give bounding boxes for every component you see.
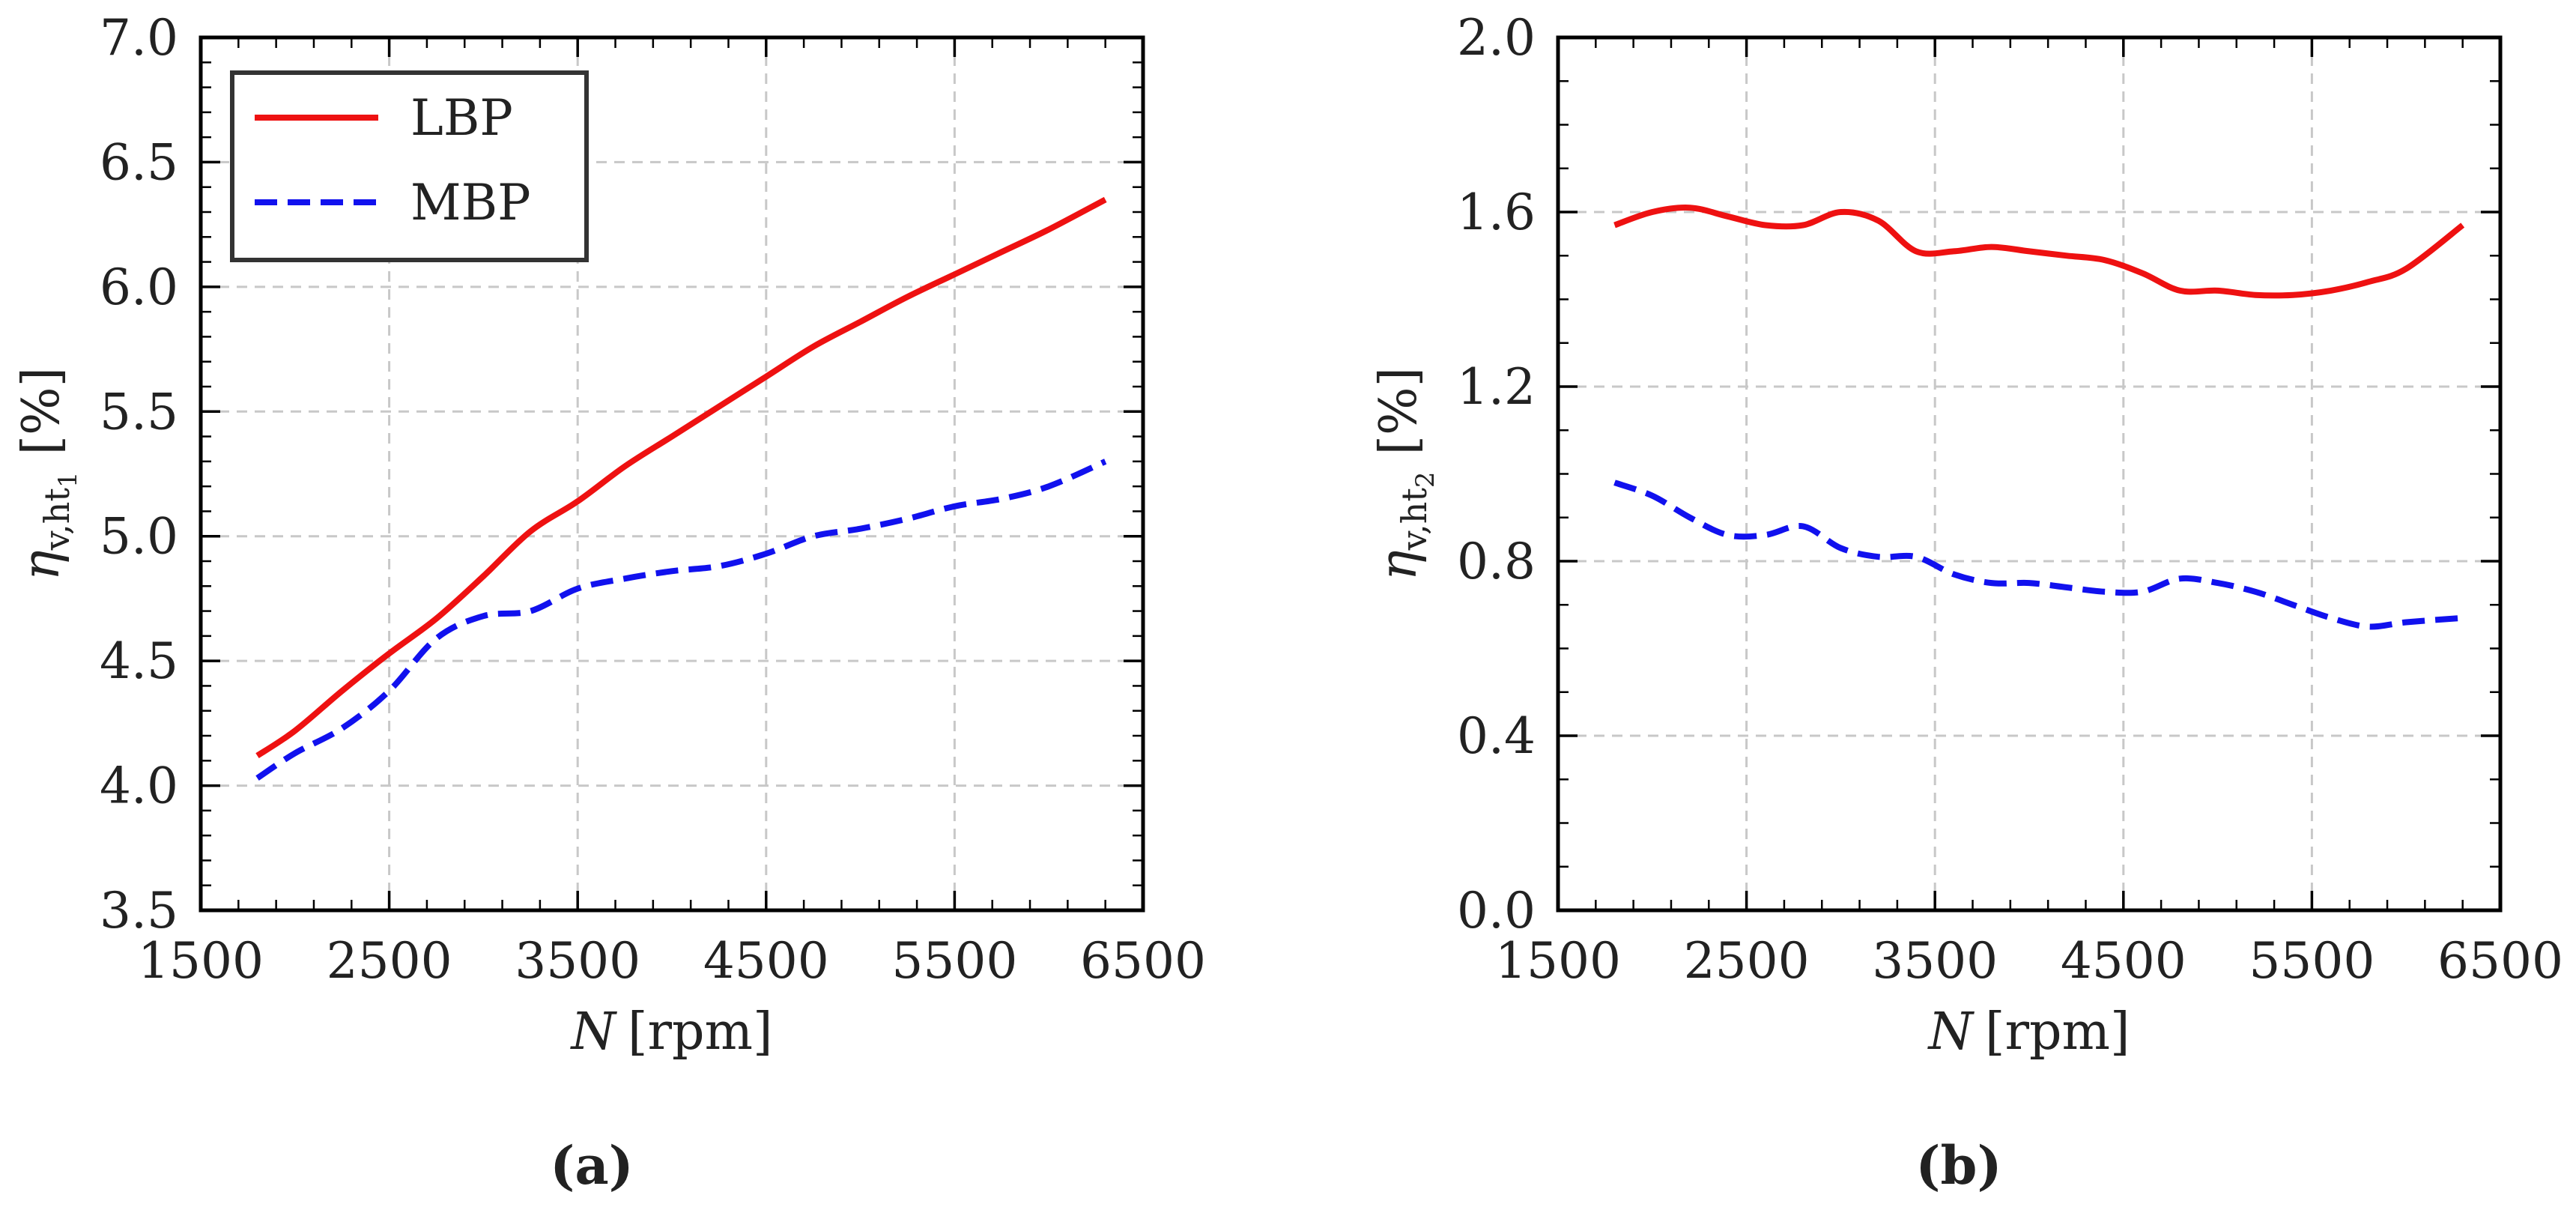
x-tick-label-1500: 1500 — [138, 932, 264, 990]
series-line-mbp-a — [255, 459, 1107, 781]
y-tick-labels-b: 0.0 0.4 0.8 1.2 1.6 2.0 — [1457, 9, 1536, 940]
series-line-mbp-b — [1613, 480, 2464, 630]
y-tick-labels-a: 3.5 4.0 4.5 5.0 5.5 6.0 6.5 7.0 — [100, 9, 178, 940]
chart-panel-a: 1500 2500 3500 4500 5500 6500 3.5 4.0 4.5 5.0 5.5… — [12, 9, 1206, 1197]
x-tick-label-5500: 5500 — [2249, 932, 2375, 990]
y-tick-label-0.8: 0.8 — [1457, 533, 1536, 590]
x-tick-label-3500: 3500 — [515, 932, 640, 990]
y-axis-label-b: ηv,ht2[%] — [1369, 367, 1440, 581]
plot-frame-b — [1556, 35, 2503, 913]
y-tick-label-0: 0.0 — [1457, 882, 1536, 940]
y-tick-label-6.5: 6.5 — [100, 133, 178, 191]
series-line-lbp-a — [255, 196, 1107, 758]
x-axis-label-b: N [rpm] — [1927, 1002, 2130, 1062]
x-tick-label-1500: 1500 — [1495, 932, 1621, 990]
y-tick-label-2: 2.0 — [1457, 9, 1536, 67]
series-line-lbp-b — [1613, 205, 2465, 299]
x-tick-label-4500: 4500 — [703, 932, 829, 990]
ticks-b — [1557, 36, 2502, 912]
y-tick-label-3.5: 3.5 — [100, 882, 178, 940]
y-tick-label-4.5: 4.5 — [100, 632, 178, 690]
y-tick-label-5: 5.0 — [100, 508, 178, 566]
series-group-b — [1613, 205, 2465, 630]
y-tick-label-5.5: 5.5 — [100, 383, 178, 441]
plot-frame-a — [198, 35, 1145, 913]
y-tick-label-7: 7.0 — [100, 9, 178, 67]
x-tick-label-3500: 3500 — [1872, 932, 1998, 990]
legend-label-mbp: MBP — [410, 174, 531, 232]
panel-caption-a: (a) — [550, 1134, 634, 1197]
x-tick-labels-b: 1500 2500 3500 4500 5500 6500 — [1495, 932, 2563, 990]
legend-a: LBP MBP — [230, 70, 589, 262]
y-tick-label-0.4: 0.4 — [1457, 707, 1536, 765]
x-tick-label-4500: 4500 — [2061, 932, 2186, 990]
x-tick-label-2500: 2500 — [327, 932, 452, 990]
x-tick-label-6500: 6500 — [1080, 932, 1206, 990]
series-group-a — [255, 196, 1107, 781]
x-axis-label-a: N [rpm] — [569, 1002, 772, 1062]
y-tick-label-4: 4.0 — [100, 757, 178, 815]
x-tick-label-2500: 2500 — [1684, 932, 1810, 990]
legend-label-lbp: LBP — [410, 89, 513, 147]
panel-caption-b: (b) — [1915, 1134, 2001, 1197]
y-tick-label-1.6: 1.6 — [1457, 184, 1536, 241]
chart-panel-b: 1500 2500 3500 4500 5500 6500 0.0 0.4 0.8 1.2 1.6… — [1369, 9, 2563, 1197]
x-tick-label-6500: 6500 — [2437, 932, 2563, 990]
y-tick-label-6: 6.0 — [100, 258, 178, 316]
y-axis-label-a: ηv,ht1[%] — [12, 367, 83, 581]
legend-box — [230, 70, 589, 262]
x-tick-label-5500: 5500 — [891, 932, 1017, 990]
y-tick-label-1.2: 1.2 — [1457, 358, 1536, 416]
x-tick-labels-a: 1500 2500 3500 4500 5500 6500 — [138, 932, 1206, 990]
grid-b — [1558, 37, 2500, 910]
